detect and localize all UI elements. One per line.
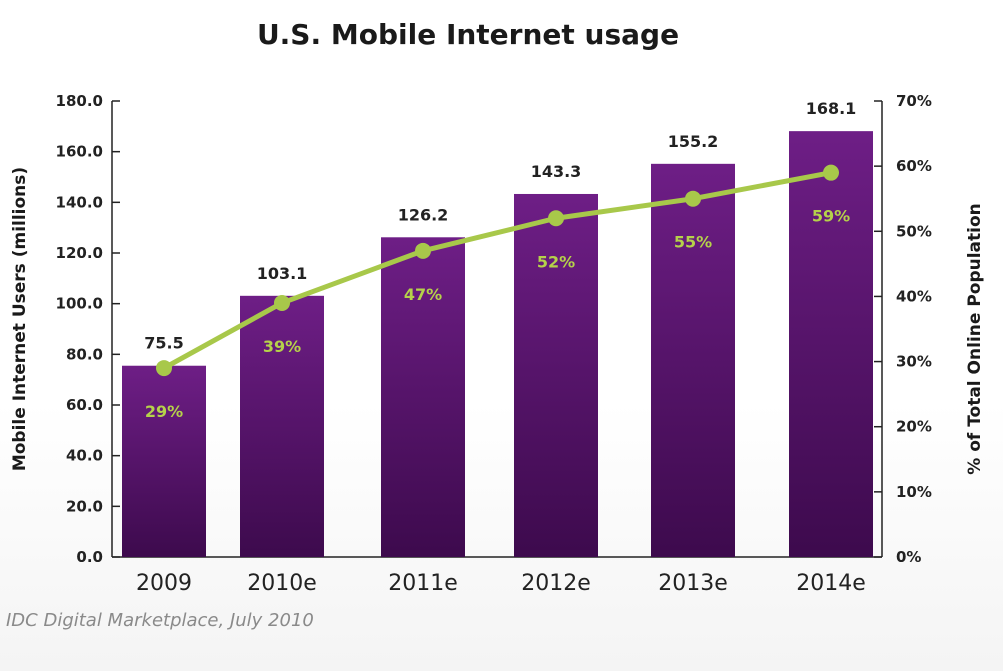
labels-group: 75.5 2009 103.1 2010e 126.2 2011e 143.3 2012e 15… bbox=[136, 99, 866, 596]
y-tick-label-right: 10% bbox=[896, 483, 932, 501]
y-tick-label-left: 60.0 bbox=[66, 396, 103, 414]
percent-marker bbox=[823, 164, 839, 181]
bar bbox=[122, 365, 206, 557]
y-tick-label-right: 60% bbox=[896, 157, 932, 175]
percent-value-label: 47% bbox=[404, 285, 442, 304]
y-axis-left-title: Mobile Internet Users (millions) bbox=[10, 167, 30, 471]
x-category-label: 2010e bbox=[247, 571, 317, 596]
y-tick-label-left: 0.0 bbox=[76, 548, 103, 566]
y-tick-label-left: 20.0 bbox=[66, 497, 103, 515]
bar bbox=[240, 295, 324, 557]
y-tick-label-right: 70% bbox=[896, 92, 932, 110]
percent-value-label: 29% bbox=[145, 402, 183, 421]
y-tick-label-right: 0% bbox=[896, 548, 921, 566]
y-axis-right-title: % of Total Online Population bbox=[965, 203, 985, 475]
bar bbox=[514, 193, 598, 557]
y-tick-label-left: 180.0 bbox=[56, 92, 103, 110]
bar-value-label: 168.1 bbox=[806, 99, 857, 118]
y-tick-label-right: 50% bbox=[896, 222, 932, 240]
line-group bbox=[156, 164, 839, 377]
percent-marker bbox=[415, 242, 431, 259]
source-note: IDC Digital Marketplace, July 2010 bbox=[6, 610, 314, 631]
bar-value-label: 103.1 bbox=[257, 264, 308, 283]
x-category-label: 2014e bbox=[796, 571, 866, 596]
bar-value-label: 155.2 bbox=[668, 132, 719, 151]
percent-value-label: 59% bbox=[812, 207, 850, 226]
percent-value-label: 55% bbox=[674, 233, 712, 252]
x-category-label: 2009 bbox=[136, 571, 192, 596]
y-tick-label-left: 120.0 bbox=[56, 244, 103, 262]
y-tick-label-right: 20% bbox=[896, 418, 932, 436]
y-tick-label-left: 140.0 bbox=[56, 193, 103, 211]
bar bbox=[789, 131, 873, 557]
percent-marker bbox=[685, 190, 701, 207]
bar-value-label: 126.2 bbox=[398, 205, 449, 224]
percent-line bbox=[161, 170, 834, 371]
y-tick-label-left: 160.0 bbox=[56, 143, 103, 161]
bar-value-label: 75.5 bbox=[144, 334, 183, 353]
bars-group bbox=[122, 131, 873, 557]
y-tick-label-right: 30% bbox=[896, 353, 932, 371]
bar bbox=[381, 237, 465, 557]
y-tick-label-left: 80.0 bbox=[66, 345, 103, 363]
chart-title: U.S. Mobile Internet usage bbox=[256, 18, 680, 51]
x-category-label: 2013e bbox=[658, 571, 728, 596]
y-tick-label-left: 40.0 bbox=[66, 447, 103, 465]
percent-marker bbox=[548, 210, 564, 227]
x-category-label: 2011e bbox=[388, 571, 458, 596]
percent-value-label: 52% bbox=[537, 252, 575, 271]
percent-marker bbox=[156, 360, 172, 377]
percent-marker bbox=[274, 294, 290, 311]
y-tick-label-left: 100.0 bbox=[56, 295, 103, 313]
percent-value-label: 39% bbox=[263, 337, 301, 356]
x-category-label: 2012e bbox=[521, 571, 591, 596]
bar-value-label: 143.3 bbox=[531, 162, 582, 181]
y-tick-label-right: 40% bbox=[896, 287, 932, 305]
bar bbox=[651, 163, 735, 557]
